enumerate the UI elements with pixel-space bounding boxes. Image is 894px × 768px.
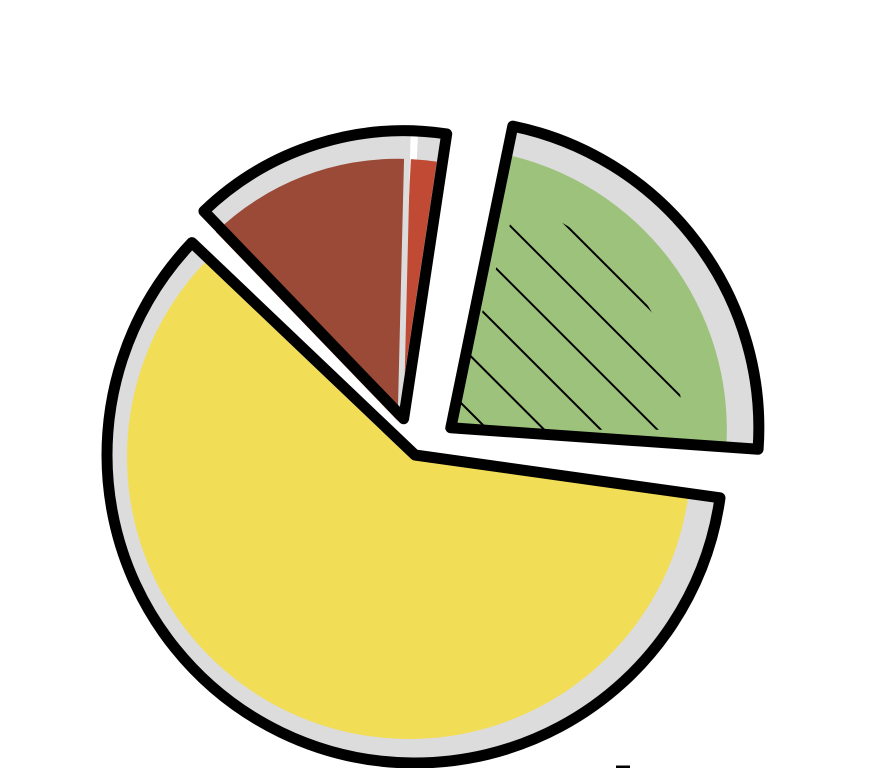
pie-slices [101, 120, 765, 768]
pie-slice-1 [397, 159, 437, 421]
pie-slice-outline-1 [198, 125, 453, 425]
pie-slice-3 [126, 262, 689, 739]
pie-slice-outline-0 [445, 120, 765, 455]
pie-slice-2 [215, 158, 405, 421]
pie-slice-outline-3 [101, 237, 726, 768]
pie-slice-hatch-0 [444, 202, 683, 430]
